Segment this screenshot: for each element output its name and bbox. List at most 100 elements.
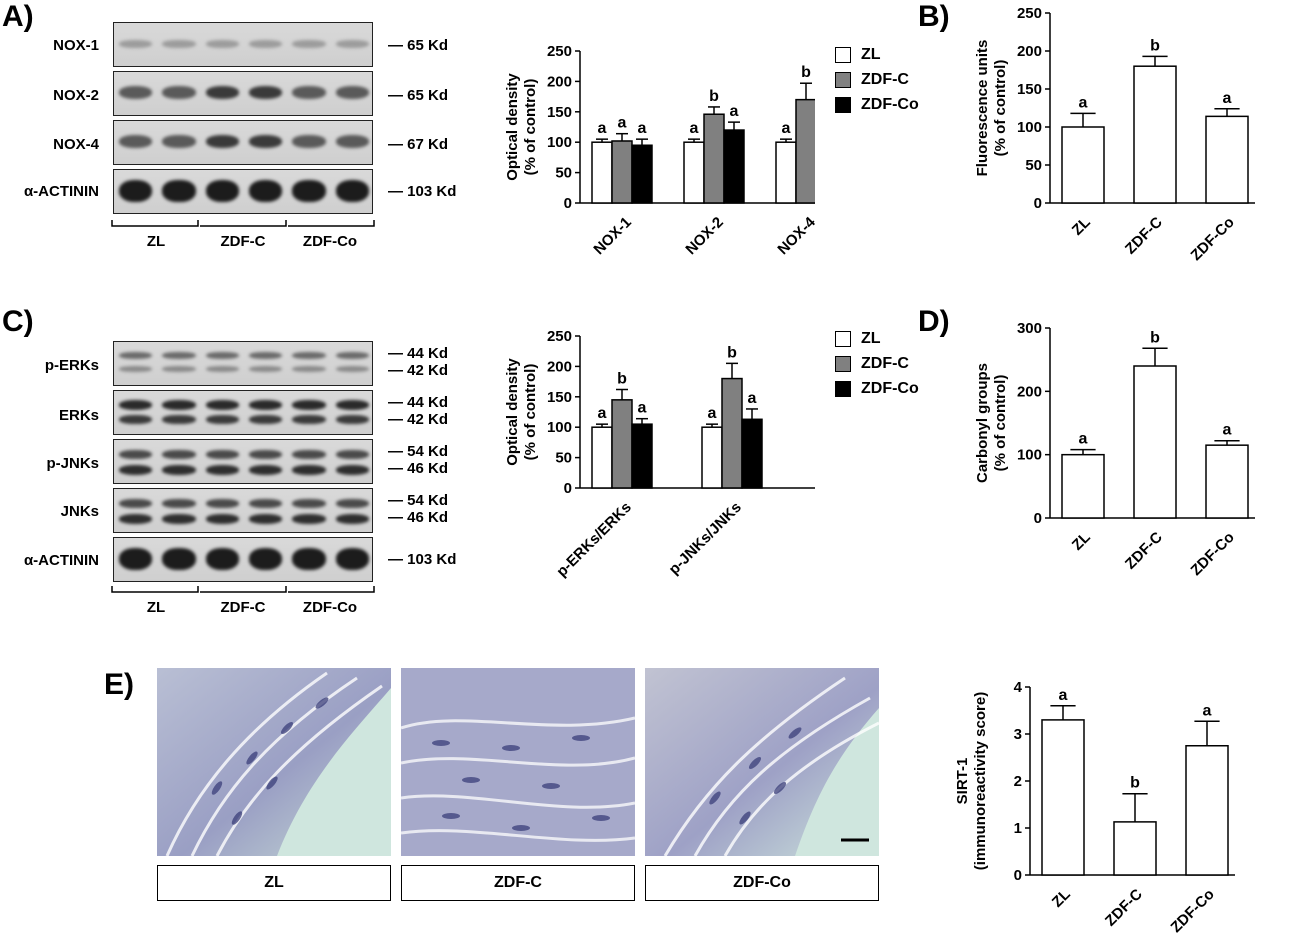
blot-band	[119, 415, 153, 424]
legend-label: ZL	[861, 329, 881, 347]
blot-band	[119, 86, 153, 99]
legend-label: ZDF-C	[861, 354, 909, 372]
blot-band	[335, 400, 369, 410]
blot-band	[292, 415, 326, 424]
y-tick-label: 200	[547, 358, 572, 375]
y-tick-label: 50	[555, 165, 572, 182]
histology-image-zl	[157, 668, 391, 856]
blot-band	[292, 450, 326, 459]
blot-band	[335, 180, 369, 202]
blot-band	[162, 415, 196, 424]
y-tick-label: 50	[555, 450, 572, 467]
blot-band	[249, 499, 283, 508]
legend-label: ZDF-C	[861, 70, 909, 88]
blot-row-label: p-ERKs	[44, 357, 99, 374]
blot-band	[162, 548, 196, 570]
significance-letter: a	[782, 120, 791, 137]
x-tick-label: ZL	[1069, 529, 1094, 554]
bar	[1133, 65, 1177, 204]
blot-band	[292, 548, 326, 570]
x-tick-label: NOX-1	[590, 214, 634, 258]
blot-band	[205, 352, 239, 359]
blot-band	[292, 40, 326, 48]
blot-band	[119, 40, 153, 48]
panel-label-b: B)	[918, 0, 950, 33]
blot-band	[205, 86, 239, 99]
blot-band	[249, 135, 283, 148]
y-tick-label: 250	[547, 328, 572, 345]
y-axis-label: Carbonyl groups	[974, 363, 991, 483]
significance-letter: a	[1223, 422, 1232, 439]
x-tick-label: ZDF-C	[1122, 529, 1166, 573]
bar	[775, 141, 797, 204]
blot-band	[205, 548, 239, 570]
significance-letter: b	[709, 88, 719, 105]
kd-label: — 54 Kd	[388, 443, 449, 460]
blot-strip	[113, 439, 373, 484]
kd-label: — 103 Kd	[388, 551, 457, 568]
legend-item: ZDF-Co	[835, 376, 919, 401]
blot-band	[249, 40, 283, 48]
blot-band	[205, 400, 239, 410]
y-axis-title: Optical density (% of control)	[504, 358, 539, 466]
chart-d: 0 100 200 300 Carbonyl groups (% of control) a…	[974, 320, 1255, 579]
blot-band	[205, 465, 239, 475]
blot-row-label: NOX-2	[53, 87, 99, 104]
blot-band	[162, 180, 196, 202]
y-axis-label: (% of control)	[992, 60, 1009, 157]
blot-band	[205, 180, 239, 202]
legend-swatch	[835, 355, 851, 372]
y-axis-label: Optical density	[504, 358, 521, 466]
x-tick-label: ZDF-Co	[1188, 529, 1238, 579]
blot-band	[249, 180, 283, 202]
kd-label: — 65 Kd	[388, 87, 449, 104]
blot-row-label: NOX-1	[53, 37, 99, 54]
blot-row-label: α-ACTININ	[23, 183, 99, 200]
blot-band	[119, 135, 153, 148]
histology-image-zdf-c	[401, 668, 635, 856]
y-axis-label: Optical density	[504, 73, 521, 181]
blot-band	[119, 465, 153, 475]
blot-band	[205, 450, 239, 459]
group-label: ZDF-C	[220, 599, 266, 616]
significance-letter: a	[1059, 687, 1068, 704]
bar	[683, 141, 705, 204]
chart-a: 0 50 100 150 200 250 Optical density (% of cont…	[504, 43, 815, 258]
significance-letter: b	[1150, 329, 1160, 346]
group-label: ZL	[146, 599, 166, 616]
histology-caption: ZL	[157, 865, 391, 901]
kd-label: — 42 Kd	[388, 362, 449, 379]
kd-label: — 42 Kd	[388, 411, 449, 428]
bar	[1061, 453, 1105, 519]
y-axis-label: (% of control)	[992, 375, 1009, 472]
blot-band	[162, 366, 196, 372]
significance-letter: b	[727, 344, 737, 361]
panel-label-c: C)	[2, 305, 34, 338]
significance-letter: b	[801, 64, 811, 81]
x-tick-label: ZL	[1049, 886, 1074, 911]
y-tick-label: 1	[1014, 820, 1022, 837]
y-tick-label: 0	[1034, 195, 1042, 212]
legend-item: ZDF-C	[835, 67, 919, 92]
blot-band	[335, 40, 369, 48]
y-axis-title: Carbonyl groups (% of control)	[974, 363, 1009, 483]
y-tick-label: 300	[1017, 320, 1042, 337]
x-tick-label: NOX-2	[682, 214, 726, 258]
y-tick-label: 0	[564, 195, 572, 212]
kd-label: — 103 Kd	[388, 183, 457, 200]
blot-strip	[113, 537, 373, 582]
blot-band	[162, 450, 196, 459]
legend-swatch	[835, 96, 851, 113]
kd-label: — 46 Kd	[388, 460, 449, 477]
y-axis-title: SIRT-1 (immunoreactivity score)	[954, 692, 989, 870]
y-axis-label: (immunoreactivity score)	[972, 692, 989, 870]
panel-label-a: A)	[2, 0, 34, 33]
legend-item: ZDF-Co	[835, 92, 919, 117]
blot-band	[335, 499, 369, 508]
y-tick-label: 3	[1014, 726, 1022, 743]
blot-band	[119, 352, 153, 359]
blot-band	[249, 450, 283, 459]
y-tick-label: 50	[1025, 157, 1042, 174]
kd-label: — 67 Kd	[388, 136, 449, 153]
bar	[631, 423, 653, 489]
